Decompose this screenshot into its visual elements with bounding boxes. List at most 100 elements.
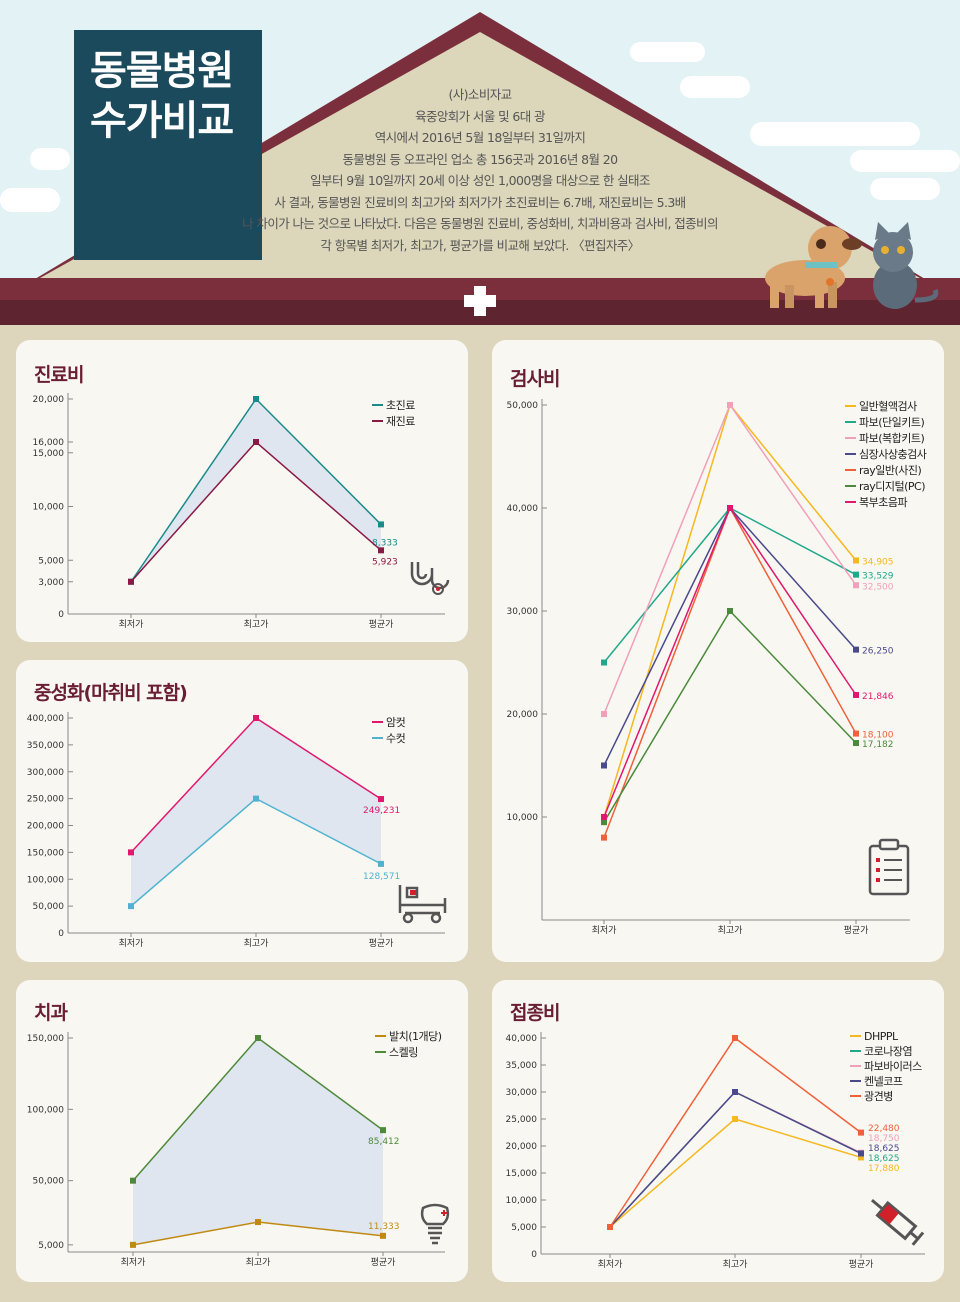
- value-label: 85,412: [368, 1137, 400, 1147]
- value-label: 249,231: [363, 806, 400, 816]
- data-point: [601, 834, 607, 841]
- data-point: [601, 819, 607, 826]
- y-tick-label: 35,000: [506, 1061, 538, 1071]
- legend-label: 켄넬코프: [864, 1075, 903, 1088]
- range-area: [131, 718, 381, 907]
- y-tick-label: 0: [58, 929, 64, 939]
- intro-line: 각 항목별 최저가, 최고가, 평균가를 비교해 보았다. 〈편집자주〉: [320, 237, 640, 253]
- data-point: [255, 1035, 261, 1041]
- x-tick-label: 최고가: [723, 1259, 748, 1270]
- y-tick-label: 50,000: [33, 902, 65, 912]
- data-point: [378, 521, 384, 528]
- y-tick-label: 100,000: [27, 875, 64, 885]
- y-tick-label: 20,000: [506, 1142, 538, 1152]
- page-title: 동물병원 수가비교: [74, 30, 262, 260]
- x-tick-label: 최저가: [119, 938, 144, 949]
- data-point: [253, 795, 259, 802]
- series-line: [609, 1091, 862, 1228]
- value-label: 32,500: [862, 582, 894, 592]
- series-line: [609, 1091, 862, 1228]
- data-point: [727, 608, 733, 614]
- data-point: [128, 849, 134, 856]
- series-line: [603, 403, 857, 715]
- y-tick-label: 25,000: [506, 1115, 538, 1125]
- legend-label: 발치(1개당): [389, 1030, 442, 1043]
- chart-title: 검사비: [510, 368, 560, 390]
- data-point: [380, 1127, 386, 1134]
- data-point: [858, 1154, 864, 1161]
- data-point: [853, 740, 859, 747]
- legend-label: 코로나장염: [864, 1045, 912, 1058]
- value-label: 34,905: [862, 557, 894, 567]
- value-label: 33,529: [862, 572, 894, 582]
- chart-c5: 0 5,000 10,000 15,000 20,000 25,000 30,000 35,0…: [506, 1030, 925, 1270]
- data-point: [601, 814, 607, 820]
- x-tick-label: 평균가: [371, 1257, 396, 1268]
- legend-label: 수컷: [386, 732, 406, 745]
- x-tick-label: 최저가: [598, 1259, 623, 1270]
- y-tick-label: 250,000: [27, 795, 64, 805]
- intro-line: 사 결과, 동물병원 진료비의 최고가와 최저가가 초진료비는 6.7배, 재진…: [274, 194, 686, 210]
- value-label: 18,750: [868, 1134, 900, 1144]
- data-point: [130, 1241, 136, 1248]
- legend-label: 일반혈액검사: [859, 399, 917, 413]
- chart-title: 접종비: [510, 1002, 560, 1024]
- data-point: [378, 547, 384, 554]
- intro-line: 육중앙회가 서울 및 6대 광: [415, 108, 545, 124]
- y-tick-label: 300,000: [27, 768, 64, 778]
- x-tick-label: 최고가: [244, 938, 269, 949]
- legend-label: 심장사상충검사: [859, 448, 927, 461]
- y-tick-label: 20,000: [507, 710, 539, 720]
- x-tick-label: 최저가: [119, 619, 144, 630]
- y-tick-label: 10,000: [507, 813, 539, 823]
- data-point: [253, 396, 259, 402]
- data-point: [853, 557, 859, 564]
- x-tick-label: 평균가: [844, 925, 869, 936]
- y-tick-label: 10,000: [33, 503, 65, 513]
- data-point: [853, 571, 859, 578]
- chart-c3: 5,000 50,000 100,000 150,000 최저가 최고가 평균가 11,333…: [27, 1030, 445, 1268]
- data-point: [853, 582, 859, 589]
- tooth-implant-icon: [420, 1203, 450, 1245]
- data-point: [858, 1129, 864, 1136]
- data-point: [607, 1224, 613, 1230]
- x-tick-label: 최고가: [718, 925, 743, 936]
- data-point: [601, 711, 607, 717]
- data-point: [601, 762, 607, 769]
- legend-label: ray디지털(PC): [859, 480, 925, 493]
- chart-title: 진료비: [34, 364, 84, 386]
- value-label: 21,846: [862, 692, 894, 702]
- x-tick-label: 최고가: [244, 619, 269, 630]
- y-tick-label: 16,000: [33, 438, 65, 448]
- data-point: [732, 1035, 738, 1041]
- data-point: [255, 1219, 261, 1226]
- y-tick-label: 5,000: [38, 556, 64, 566]
- data-point: [853, 646, 859, 653]
- y-tick-label: 350,000: [27, 741, 64, 751]
- y-tick-label: 100,000: [27, 1105, 64, 1115]
- legend-label: 재진료: [386, 415, 415, 428]
- series-line: [609, 1036, 862, 1228]
- y-tick-label: 15,000: [33, 449, 65, 459]
- legend-label: 파보(복합키트): [859, 432, 925, 445]
- x-tick-label: 최고가: [246, 1257, 271, 1268]
- data-point: [727, 402, 733, 408]
- value-label: 26,250: [862, 647, 894, 657]
- legend-label: 파보(단일키트): [859, 415, 925, 429]
- value-label: 18,625: [868, 1154, 900, 1164]
- legend-label: 암컷: [386, 716, 406, 729]
- value-label: 17,880: [868, 1164, 900, 1174]
- data-point: [378, 860, 384, 867]
- chart-title: 치과: [34, 1002, 68, 1024]
- legend-label: 초진료: [386, 399, 415, 412]
- stethoscope-icon: [410, 562, 450, 595]
- intro-line: 역시에서 2016년 5월 18일부터 31일까지: [374, 130, 586, 145]
- y-tick-label: 5,000: [38, 1241, 64, 1251]
- cat-illustration: [873, 222, 939, 309]
- data-point: [853, 691, 859, 698]
- y-tick-label: 0: [531, 1250, 537, 1260]
- y-tick-label: 200,000: [27, 822, 64, 832]
- value-label: 22,480: [868, 1124, 900, 1134]
